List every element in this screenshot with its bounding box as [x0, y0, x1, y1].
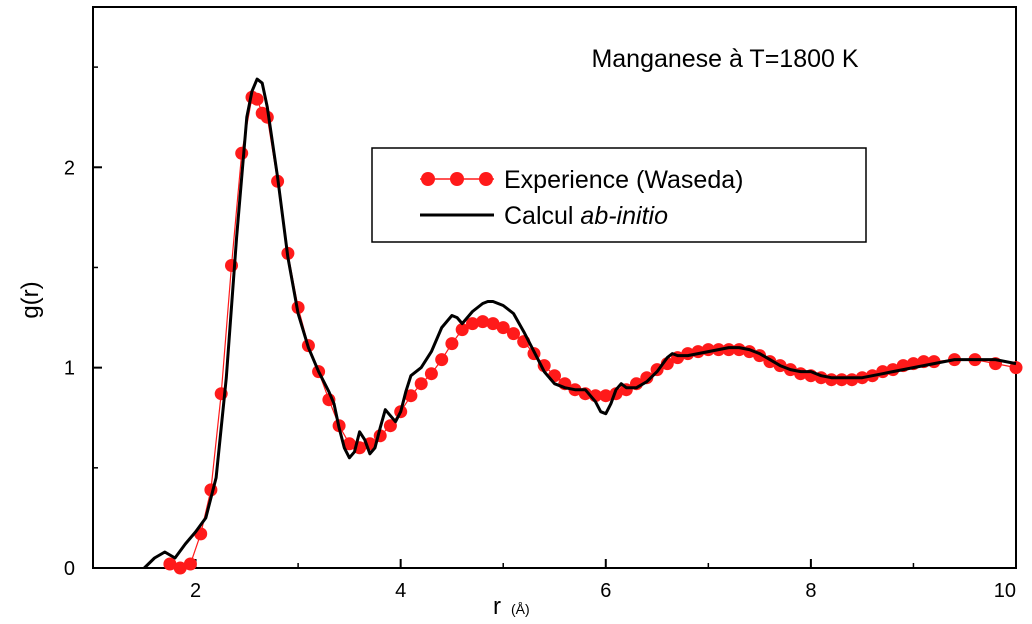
legend-calcul-italic: ab-initio — [580, 202, 668, 230]
y-axis-ticks: 0 1 2 — [64, 66, 102, 580]
x-axis-ticks: 2 4 6 8 10 — [92, 559, 1017, 602]
x-tick-label: 4 — [395, 580, 406, 602]
series-experience-point — [496, 321, 510, 335]
series-experience-point — [424, 367, 438, 381]
series-experience-point — [476, 315, 490, 329]
series-experience-point — [414, 377, 428, 391]
series-experience-point — [383, 419, 397, 433]
y-tick-label: 1 — [64, 358, 75, 380]
series-experience-point — [404, 389, 418, 403]
series-experience-point — [235, 146, 249, 160]
y-axis-label: g(r) — [17, 281, 44, 318]
legend-box — [371, 147, 867, 243]
series-experience-point — [507, 327, 520, 341]
series-experience-point — [173, 561, 187, 575]
legend: Experience (Waseda) Calcul ab-initio — [371, 147, 867, 243]
x-tick-label: 6 — [600, 580, 611, 602]
x-axis-unit: (Å) — [511, 601, 530, 617]
series-experience-point — [640, 371, 654, 385]
series-experience-point — [455, 323, 469, 337]
series-layer — [143, 77, 1023, 575]
y-tick-label: 2 — [64, 157, 75, 179]
series-experience-point — [250, 92, 264, 106]
legend-experience-marker — [421, 172, 435, 186]
series-experience-point — [466, 317, 479, 331]
series-experience-point — [163, 557, 177, 571]
legend-calcul-prefix: Calcul — [504, 202, 580, 230]
series-experience-point — [342, 437, 356, 451]
legend-experience-marker — [479, 172, 493, 186]
legend-experience-marker — [450, 172, 464, 186]
chart-title: Manganese à T=1800 K — [591, 45, 858, 73]
legend-experience-label: Experience (Waseda) — [504, 166, 743, 194]
series-experience-point — [599, 389, 613, 403]
x-tick-label: 2 — [190, 580, 201, 602]
x-tick-label: 8 — [805, 580, 816, 602]
series-experience-point — [183, 557, 197, 571]
y-tick-label: 0 — [64, 558, 75, 580]
plot-frame — [92, 6, 1017, 569]
legend-calcul-label: Calcul ab-initio — [504, 202, 668, 230]
series-calcul-line — [143, 77, 1017, 570]
series-experience-point — [445, 337, 459, 351]
series-experience-point — [486, 317, 500, 331]
x-axis-label: r — [493, 593, 501, 620]
series-experience-point — [435, 353, 449, 367]
x-tick-label: 10 — [994, 580, 1016, 602]
